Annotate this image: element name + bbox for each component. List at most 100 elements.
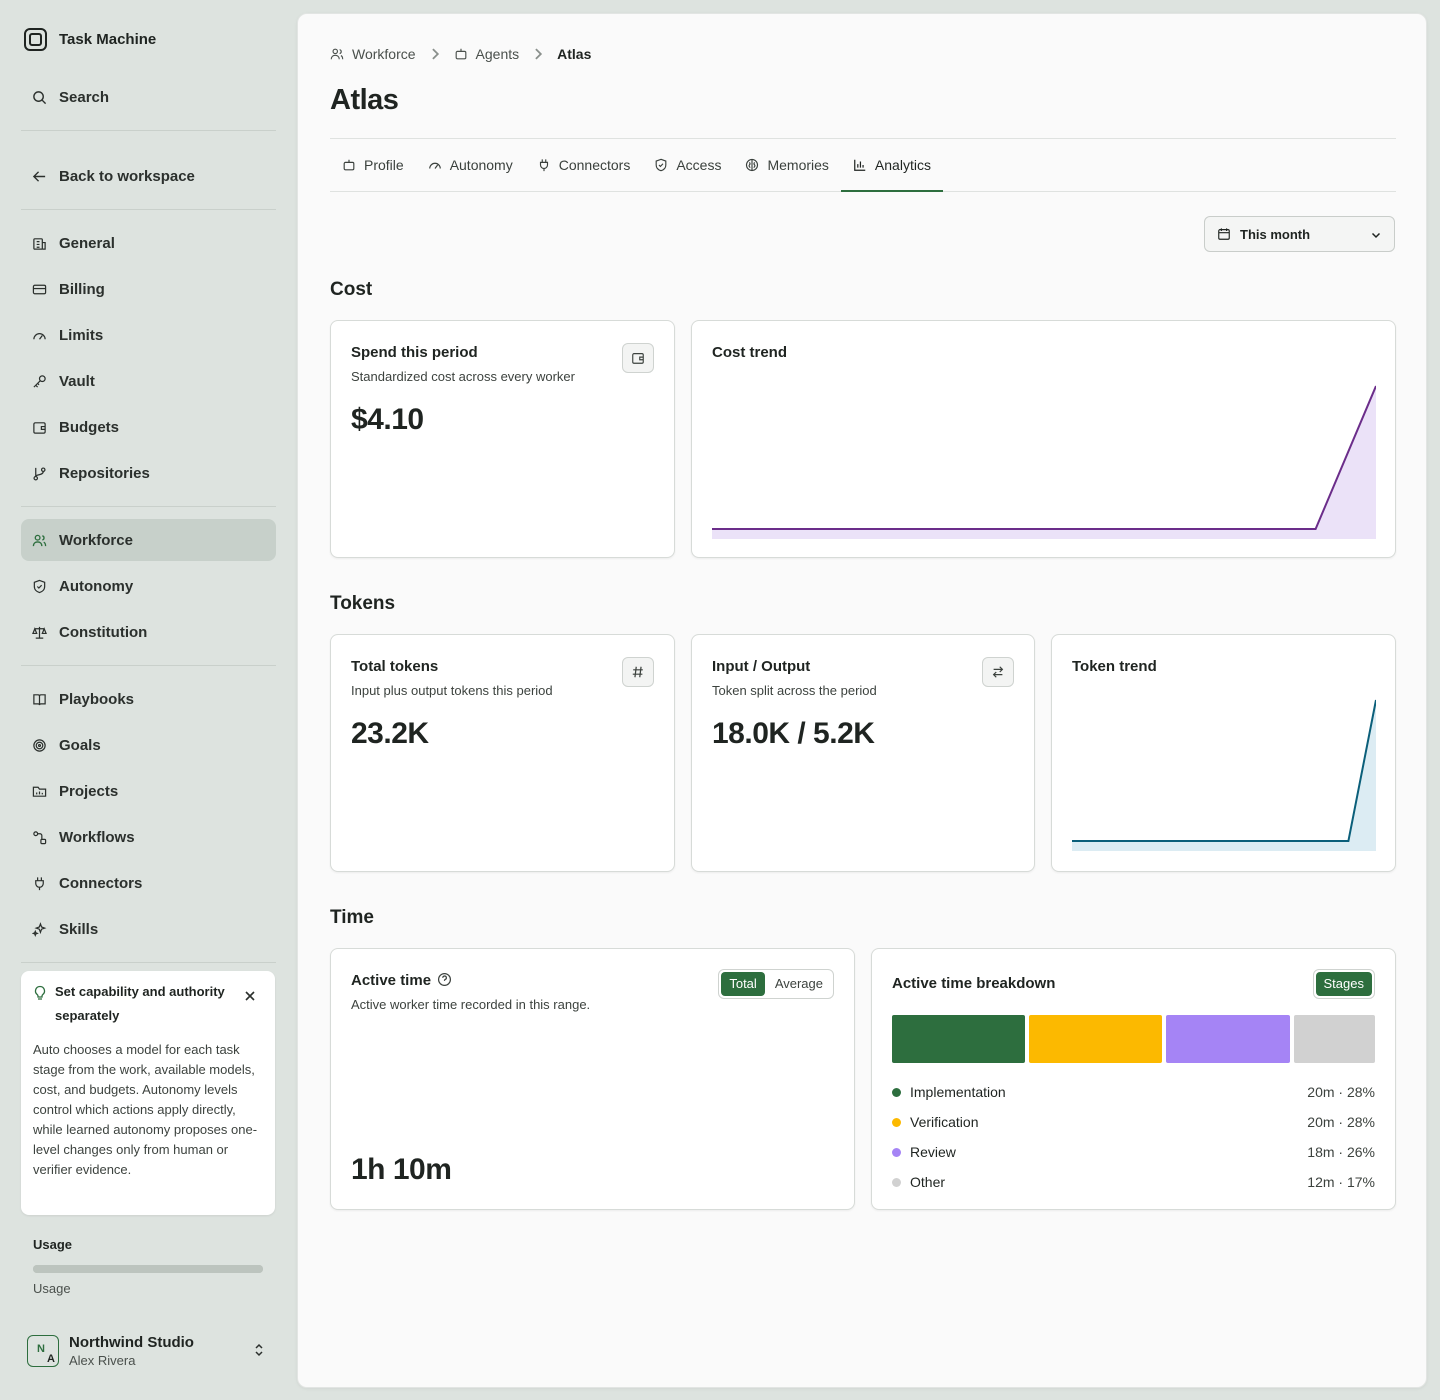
avatar: N A — [27, 1335, 59, 1367]
chevrons-up-down-icon — [255, 1343, 263, 1357]
search-icon — [33, 90, 47, 104]
lightbulb-icon — [34, 985, 46, 1000]
card-title: Spend this period — [351, 344, 478, 361]
card-title: Input / Output — [712, 658, 811, 675]
stage-bar-segment — [1294, 1015, 1375, 1063]
main-panel: Workforce Agents Atlas Atlas Profile Aut… — [297, 13, 1427, 1388]
tab-profile[interactable]: Profile — [330, 139, 416, 191]
sidebar-item-label: Limits — [59, 326, 104, 344]
sidebar-item-label: Vault — [59, 372, 95, 390]
stage-stacked-bar — [892, 1015, 1375, 1063]
legend-dot — [892, 1177, 901, 1187]
avatar-initial: A — [47, 1353, 55, 1365]
legend-dot — [892, 1147, 901, 1157]
hash-icon — [622, 657, 654, 687]
folder-icon — [32, 786, 47, 797]
section-title-tokens: Tokens — [330, 593, 396, 614]
divider — [21, 665, 276, 666]
stages-button[interactable]: Stages — [1312, 969, 1375, 999]
account-switcher[interactable]: N A Northwind Studio Alex Rivera — [27, 1334, 272, 1368]
building-icon — [33, 237, 46, 250]
tab-label: Autonomy — [449, 157, 513, 173]
tab-access[interactable]: Access — [642, 139, 733, 191]
users-icon — [330, 48, 344, 60]
divider — [21, 130, 276, 131]
sidebar-item-limits[interactable]: Limits — [21, 314, 276, 356]
card-subtitle: Token split across the period — [712, 683, 877, 698]
plug-icon — [539, 159, 548, 172]
git-branch-icon — [33, 466, 46, 480]
sidebar-item-connectors[interactable]: Connectors — [21, 862, 276, 904]
tab-analytics[interactable]: Analytics — [840, 139, 943, 192]
org-name: Northwind Studio — [69, 1334, 194, 1351]
sidebar-item-playbooks[interactable]: Playbooks — [21, 678, 276, 720]
card-title: Total tokens — [351, 658, 439, 675]
help-circle-icon[interactable] — [437, 972, 452, 987]
legend-name: Verification — [910, 1114, 979, 1130]
tab-label: Analytics — [874, 157, 931, 173]
chart-series-line — [1072, 699, 1376, 842]
chart-area-fill — [712, 386, 1376, 539]
tab-autonomy[interactable]: Autonomy — [416, 139, 525, 191]
sidebar-item-workforce[interactable]: Workforce — [21, 519, 276, 561]
key-icon — [33, 374, 46, 388]
toggle-total[interactable]: Total — [721, 972, 765, 996]
legend-row: Review 18m · 26% — [892, 1137, 1375, 1167]
date-range-select[interactable]: This month — [1204, 216, 1395, 252]
sidebar-item-label: Workflows — [59, 828, 135, 846]
sidebar: Task Machine Search Back to workspace Ge… — [0, 0, 296, 1400]
sidebar-item-vault[interactable]: Vault — [21, 360, 276, 402]
sidebar-item-billing[interactable]: Billing — [21, 268, 276, 310]
plug-icon — [35, 876, 44, 890]
sidebar-item-general[interactable]: General — [21, 222, 276, 264]
sidebar-item-skills[interactable]: Skills — [21, 908, 276, 950]
spend-card: Spend this period Standardized cost acro… — [330, 320, 675, 558]
target-icon — [33, 738, 46, 752]
legend-value: 20m · 28% — [1307, 1114, 1375, 1130]
tip-title: Set capability and authority separately — [55, 984, 225, 1023]
app-name: Task Machine — [59, 31, 157, 48]
toggle-average[interactable]: Average — [774, 976, 823, 991]
cost-trend-chart — [712, 385, 1376, 539]
tip-card: Set capability and authority separately … — [21, 971, 275, 1215]
close-icon[interactable] — [243, 989, 257, 1003]
sidebar-item-constitution[interactable]: Constitution — [21, 611, 276, 653]
wallet-icon — [622, 343, 654, 373]
sidebar-item-repositories[interactable]: Repositories — [21, 452, 276, 494]
input-output-card: Input / Output Token split across the pe… — [691, 634, 1035, 872]
sidebar-item-goals[interactable]: Goals — [21, 724, 276, 766]
tab-connectors[interactable]: Connectors — [525, 139, 643, 191]
card-subtitle: Input plus output tokens this period — [351, 683, 553, 698]
sidebar-item-label: Connectors — [59, 874, 143, 892]
divider — [330, 138, 1396, 139]
date-range-value: This month — [1240, 226, 1311, 242]
back-to-workspace-link[interactable]: Back to workspace — [21, 155, 276, 197]
bar-chart-icon — [854, 159, 866, 171]
legend-value: 18m · 26% — [1307, 1144, 1375, 1160]
sidebar-item-autonomy[interactable]: Autonomy — [21, 565, 276, 607]
card-subtitle: Active worker time recorded in this rang… — [351, 997, 591, 1012]
sidebar-item-label: Playbooks — [59, 690, 135, 708]
sidebar-item-workflows[interactable]: Workflows — [21, 816, 276, 858]
search-label: Search — [59, 88, 110, 106]
breadcrumb-workforce[interactable]: Workforce — [352, 46, 416, 62]
sidebar-item-budgets[interactable]: Budgets — [21, 406, 276, 448]
tab-bar: Profile Autonomy Connectors Access Memor… — [330, 139, 1396, 192]
legend-name: Review — [910, 1144, 956, 1160]
card-title: Active time — [351, 972, 452, 989]
scale-icon — [32, 626, 47, 639]
legend-row: Other 12m · 17% — [892, 1167, 1375, 1197]
brand[interactable]: Task Machine — [24, 28, 156, 51]
legend-row: Verification 20m · 28% — [892, 1107, 1375, 1137]
tab-label: Memories — [767, 157, 829, 173]
usage-progress-fill — [33, 1265, 263, 1273]
search-button[interactable]: Search — [21, 76, 276, 118]
robot-icon — [343, 159, 355, 171]
card-title: Active time breakdown — [892, 975, 1056, 992]
sidebar-item-label: Projects — [59, 782, 119, 800]
total-average-toggle: Total Average — [718, 969, 834, 999]
sidebar-item-projects[interactable]: Projects — [21, 770, 276, 812]
breadcrumb-agents[interactable]: Agents — [475, 46, 520, 62]
tab-memories[interactable]: Memories — [733, 139, 840, 191]
shield-icon — [33, 579, 46, 593]
